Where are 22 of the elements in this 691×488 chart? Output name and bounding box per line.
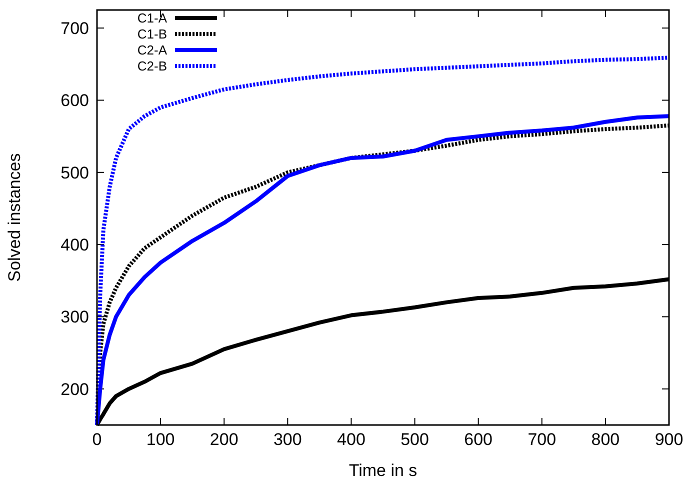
x-tick-label: 500: [400, 430, 429, 449]
y-tick-label: 600: [60, 91, 89, 110]
y-tick-label: 400: [60, 236, 89, 255]
y-tick-label: 500: [60, 163, 89, 182]
y-axis-title: Solved instances: [5, 153, 24, 282]
legend-label: C2-B: [137, 58, 167, 74]
x-tick-label: 700: [528, 430, 556, 449]
x-tick-label: 600: [464, 430, 493, 449]
legend-label: C1-A: [137, 10, 168, 26]
x-tick-label: 400: [337, 430, 366, 449]
x-tick-label: 900: [654, 430, 684, 449]
y-tick-label: 300: [60, 308, 89, 327]
x-tick-label: 0: [92, 430, 102, 449]
y-tick-label: 200: [60, 380, 89, 399]
x-tick-label: 800: [591, 430, 620, 449]
y-tick-label: 700: [60, 18, 89, 38]
x-tick-label: 100: [146, 430, 175, 449]
x-axis-title: Time in s: [348, 461, 418, 480]
legend-label: C1-B: [137, 26, 167, 42]
x-tick-label: 300: [273, 430, 302, 449]
x-tick-label: 200: [210, 430, 238, 449]
legend-label: C2-A: [137, 42, 168, 58]
